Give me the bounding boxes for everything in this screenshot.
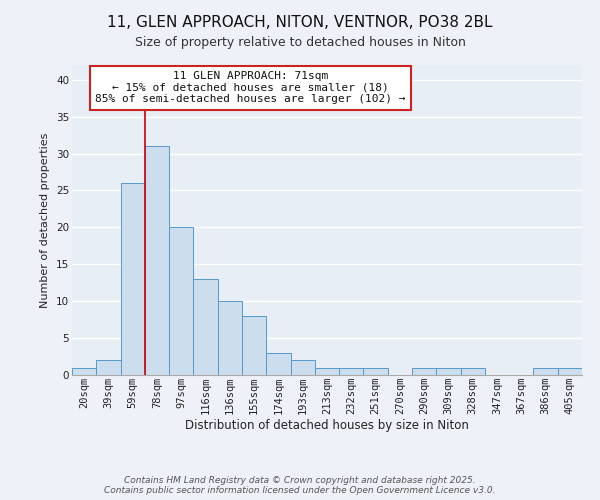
Bar <box>266 353 290 375</box>
Bar <box>412 368 436 375</box>
Bar <box>461 368 485 375</box>
Text: Contains HM Land Registry data © Crown copyright and database right 2025.
Contai: Contains HM Land Registry data © Crown c… <box>104 476 496 495</box>
Bar <box>558 368 582 375</box>
Bar <box>218 301 242 375</box>
Bar <box>96 360 121 375</box>
Bar <box>145 146 169 375</box>
Bar <box>169 228 193 375</box>
Bar <box>533 368 558 375</box>
Y-axis label: Number of detached properties: Number of detached properties <box>40 132 50 308</box>
X-axis label: Distribution of detached houses by size in Niton: Distribution of detached houses by size … <box>185 420 469 432</box>
Bar <box>242 316 266 375</box>
Bar <box>436 368 461 375</box>
Bar <box>364 368 388 375</box>
Text: 11, GLEN APPROACH, NITON, VENTNOR, PO38 2BL: 11, GLEN APPROACH, NITON, VENTNOR, PO38 … <box>107 15 493 30</box>
Bar <box>339 368 364 375</box>
Text: Size of property relative to detached houses in Niton: Size of property relative to detached ho… <box>134 36 466 49</box>
Bar <box>72 368 96 375</box>
Text: 11 GLEN APPROACH: 71sqm
← 15% of detached houses are smaller (18)
85% of semi-de: 11 GLEN APPROACH: 71sqm ← 15% of detache… <box>95 71 406 104</box>
Bar <box>193 279 218 375</box>
Bar <box>121 183 145 375</box>
Bar <box>315 368 339 375</box>
Bar <box>290 360 315 375</box>
